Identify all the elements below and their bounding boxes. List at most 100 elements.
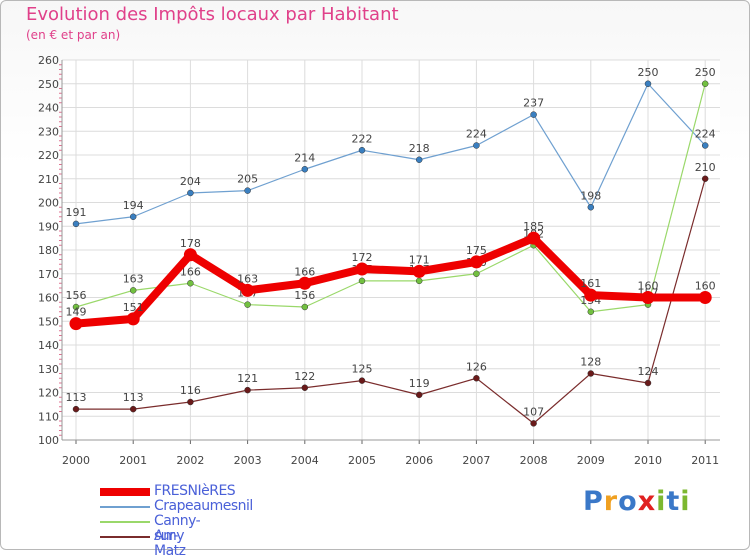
data-point-crapeaumesnil (244, 187, 251, 194)
legend-label: Amy (154, 528, 185, 544)
series-line-canny-sur-matz (75, 83, 706, 313)
data-label-fresni-res: 160 (638, 280, 659, 293)
x-tick-label: 2008 (520, 454, 548, 467)
data-point-crapeaumesnil (187, 189, 194, 197)
data-point-canny-sur-matz (129, 287, 137, 294)
data-label-amy: 128 (580, 356, 601, 369)
x-tick-label: 2009 (577, 454, 605, 467)
y-tick-label: 170 (38, 268, 59, 281)
series-line-amy (75, 178, 706, 424)
data-point-amy (473, 375, 480, 382)
logo-letter: x (637, 486, 657, 517)
data-label-amy: 126 (466, 360, 487, 373)
x-tick-label: 2005 (348, 454, 376, 467)
data-label-fresni-res: 171 (409, 253, 430, 266)
y-tick-label: 220 (38, 149, 59, 162)
x-tick-label: 2007 (462, 454, 490, 467)
data-point-amy (244, 386, 251, 394)
data-point-crapeaumesnil (587, 204, 595, 211)
y-tick-label: 190 (38, 220, 59, 233)
x-tick-label: 2011 (691, 454, 719, 467)
legend-swatch (100, 488, 150, 496)
data-label-amy: 124 (638, 365, 659, 378)
data-label-crapeaumesnil: 204 (180, 175, 201, 188)
data-label-crapeaumesnil: 224 (695, 128, 716, 141)
legend-swatch (100, 521, 150, 523)
data-label-crapeaumesnil: 214 (294, 151, 315, 164)
y-tick-label: 260 (38, 54, 59, 67)
x-tick-label: 2001 (119, 454, 147, 467)
legend-swatch (100, 506, 150, 508)
data-point-fresni-res (69, 317, 83, 331)
data-point-fresni-res (298, 276, 312, 290)
data-point-crapeaumesnil (415, 156, 423, 163)
proxiti-logo: Proxiti (583, 486, 691, 517)
data-point-fresni-res (355, 262, 369, 276)
data-label-canny-sur-matz: 166 (180, 265, 201, 278)
data-point-fresni-res (412, 264, 426, 278)
data-point-canny-sur-matz (72, 303, 80, 311)
data-point-canny-sur-matz (301, 303, 309, 311)
logo-letter: P (583, 486, 604, 517)
logo-letter: o (618, 486, 638, 517)
y-tick-label: 240 (38, 102, 59, 115)
data-label-crapeaumesnil: 237 (523, 97, 544, 110)
data-point-amy (301, 384, 309, 391)
chart-title: Evolution des Impôts locaux par Habitant (26, 4, 399, 25)
data-point-fresni-res (241, 283, 255, 297)
data-point-canny-sur-matz (415, 277, 423, 285)
data-label-fresni-res: 149 (66, 306, 87, 319)
data-label-fresni-res: 175 (466, 244, 487, 257)
data-label-fresni-res: 172 (352, 251, 373, 264)
legend-label: Crapeaumesnil (154, 498, 253, 514)
series-line-fresni-res (72, 234, 710, 328)
data-label-canny-sur-matz: 156 (66, 289, 87, 302)
logo-letter: r (603, 486, 619, 517)
y-tick-label: 210 (38, 173, 59, 186)
data-label-fresni-res: 178 (180, 237, 201, 250)
data-label-crapeaumesnil: 222 (352, 132, 373, 145)
data-label-amy: 121 (237, 372, 258, 385)
data-label-fresni-res: 151 (123, 301, 144, 314)
data-label-canny-sur-matz: 156 (294, 289, 315, 302)
data-point-crapeaumesnil (358, 147, 366, 154)
data-label-amy: 113 (123, 391, 144, 404)
logo-letter: i (656, 486, 667, 517)
data-point-fresni-res (698, 291, 712, 304)
data-label-canny-sur-matz: 163 (123, 272, 144, 285)
data-label-crapeaumesnil: 218 (409, 142, 430, 155)
data-point-fresni-res (641, 291, 655, 304)
data-label-amy: 107 (523, 405, 544, 418)
data-point-amy (72, 405, 80, 413)
data-point-canny-sur-matz (187, 280, 194, 287)
data-label-amy: 116 (180, 384, 201, 397)
data-point-amy (358, 377, 366, 384)
data-label-fresni-res: 166 (294, 265, 315, 278)
data-point-amy (701, 175, 709, 182)
data-point-fresni-res (527, 231, 541, 245)
x-tick-label: 2000 (62, 454, 90, 467)
y-tick-label: 100 (38, 434, 59, 447)
y-tick-label: 110 (38, 410, 59, 423)
data-point-canny-sur-matz (701, 80, 709, 87)
data-point-amy (644, 379, 652, 387)
data-label-fresni-res: 185 (523, 220, 544, 233)
data-point-amy (415, 391, 423, 399)
data-point-canny-sur-matz (358, 277, 366, 285)
legend-swatch (100, 536, 150, 538)
x-tick-label: 2003 (234, 454, 262, 467)
y-tick-label: 230 (38, 125, 59, 138)
data-label-canny-sur-matz: 250 (695, 66, 716, 79)
data-label-amy: 113 (66, 391, 87, 404)
data-label-fresni-res: 163 (237, 272, 258, 285)
chart-subtitle: (en € et par an) (26, 28, 121, 42)
data-label-fresni-res: 160 (695, 280, 716, 293)
data-point-canny-sur-matz (473, 270, 480, 277)
y-tick-label: 120 (38, 387, 59, 400)
data-point-amy (530, 420, 537, 427)
legend-label: FRESNIèRES (154, 483, 236, 499)
data-point-crapeaumesnil (473, 142, 480, 149)
data-point-crapeaumesnil (72, 220, 80, 228)
data-point-crapeaumesnil (530, 111, 537, 118)
